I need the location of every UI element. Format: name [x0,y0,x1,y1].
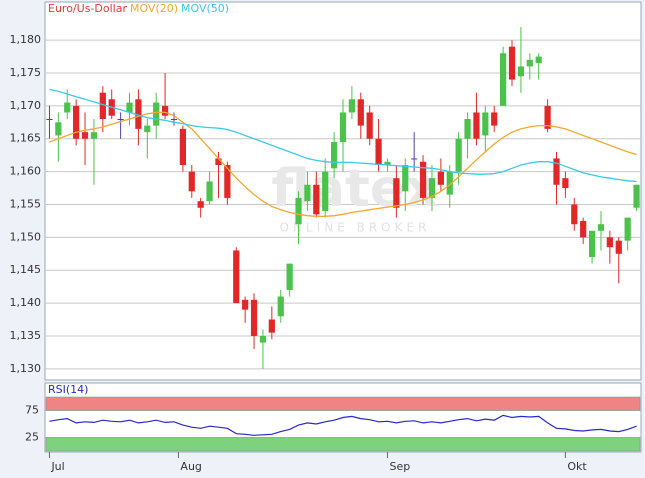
candle-body [553,158,560,185]
candle-body [437,171,444,185]
candle-body [259,335,267,343]
candle-body [562,178,569,189]
candle-body [197,201,204,208]
candle-body [313,184,320,215]
candle-body [286,263,293,290]
candle-body [455,138,462,172]
moving-average [49,88,637,183]
y-tick-label: 1,155 [10,197,42,210]
moving-average [49,111,637,217]
candle-body [491,112,498,126]
candle-body [571,204,578,225]
y-tick-label: 75 [25,404,39,417]
chart-title: Euro/Us-Dollar [48,2,127,15]
x-tick-label: Sep [389,460,410,473]
x-tick-label: Aug [180,460,201,473]
candle-body [419,161,427,198]
candle-body [242,299,249,310]
candle-body [268,319,275,333]
candle-body [224,165,231,198]
candle-body [411,158,418,160]
y-tick-label: 1,175 [10,66,42,79]
candle-body [295,197,302,225]
candle-body [277,296,284,317]
candle-body [90,132,98,139]
legend-entry: MOV(20) [130,2,178,15]
candle-body [500,53,507,106]
y-tick-label: 25 [25,431,39,444]
rsi-band [45,437,641,452]
candle-body [322,171,329,212]
candle-body [233,250,240,304]
y-tick-label: 1,165 [10,132,42,145]
candle-body [624,217,631,241]
y-tick-label: 1,145 [10,263,42,276]
candle-body [428,178,436,198]
y-tick-label: 1,150 [10,230,42,243]
candle-body [135,99,142,129]
candle-body [348,99,356,113]
candle-body [597,224,605,231]
candle-body [330,142,338,169]
candle-body [357,99,364,126]
candle-body [179,128,186,166]
candle-body [606,237,613,248]
candle-body [126,102,133,113]
candle-body [366,112,373,139]
candle-body [304,184,311,202]
candle-body [482,112,489,136]
candle-body [384,161,391,166]
candle-body [188,171,195,192]
candle-body [508,46,516,80]
candle-body [153,102,160,126]
candle-body [535,56,542,64]
candle-body [580,220,587,238]
candle-body [526,59,533,67]
y-tick-label: 1,170 [10,99,42,112]
candle-body [73,105,80,139]
candle-body [64,102,71,113]
watermark-sub: ONLINE BROKER [280,221,431,235]
candle-body [517,66,525,77]
x-tick-label: Jul [50,460,64,473]
y-tick-label: 1,160 [10,165,42,178]
candle-body [544,105,551,129]
candle-body [81,132,89,139]
candle-body [215,158,222,166]
rsi-band [45,396,641,411]
candle-body [615,240,622,254]
candle-body [393,178,400,208]
candle-body [99,92,106,120]
candle-body [402,165,409,192]
candle-body [339,112,347,143]
legend-entry: MOV(50) [181,2,229,15]
candle-body [633,184,640,208]
y-tick-label: 1,140 [10,296,42,309]
y-tick-label: 1,135 [10,329,42,342]
candle-body [206,181,213,202]
candle-body [161,105,169,116]
candle-body [464,119,471,139]
candle-body [473,112,480,139]
rsi-title: RSI(14) [48,383,88,396]
y-tick-label: 1,130 [10,362,42,375]
rsi-line [49,414,637,436]
candle-body [170,119,178,121]
y-tick-label: 1,180 [10,33,42,46]
candle-body [55,122,62,136]
candle-body [375,138,382,166]
candle-body [46,119,53,121]
candle-body [117,119,124,121]
x-tick-label: Okt [567,460,587,473]
price-panel [44,1,642,381]
candle-body [588,230,596,258]
candle-body [446,171,453,195]
candle-body [250,299,258,336]
candle-body [144,125,151,133]
